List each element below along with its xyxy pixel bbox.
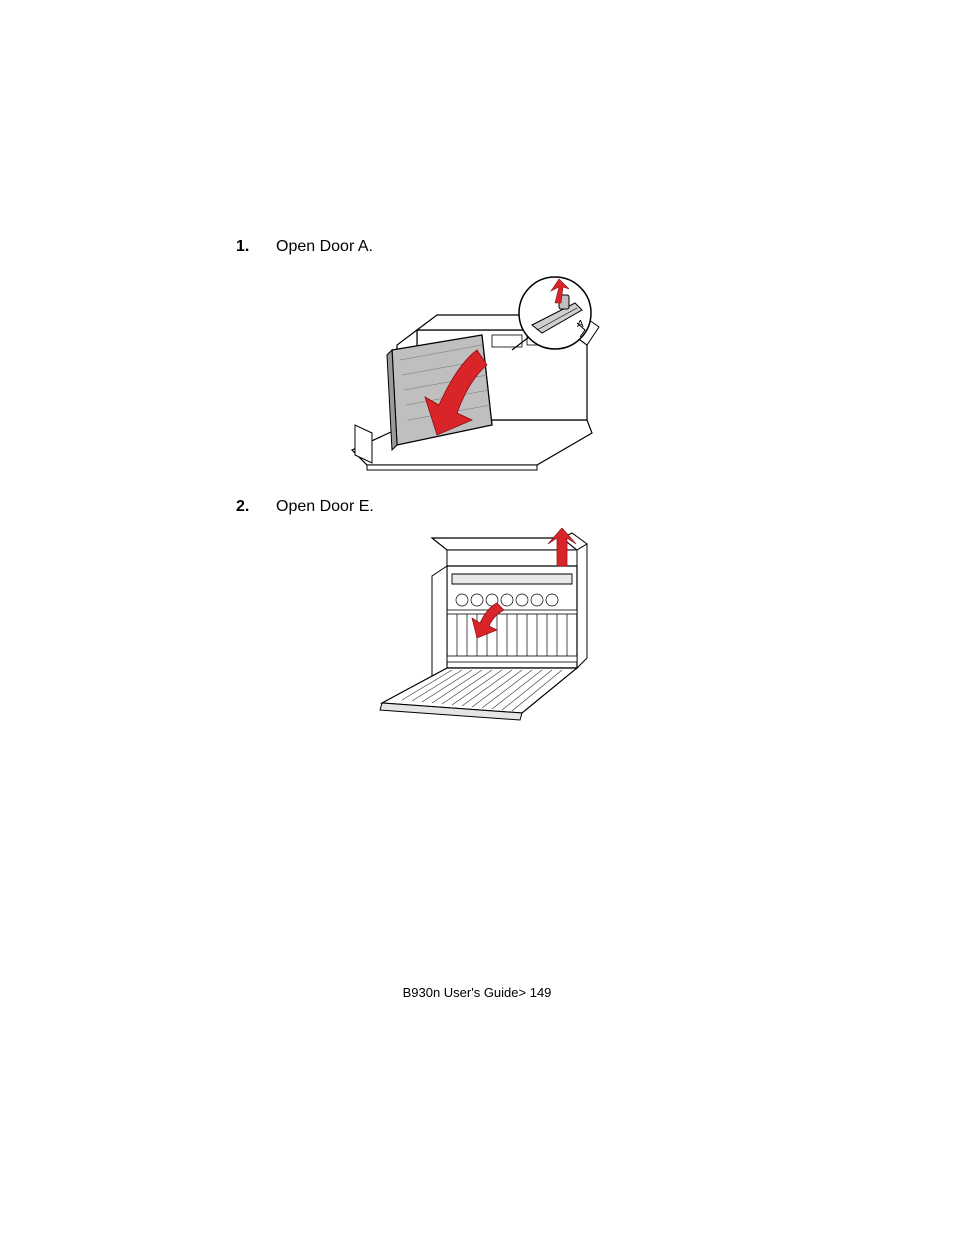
- step-1: 1. Open Door A.: [236, 238, 373, 256]
- figure-door-e: [362, 528, 592, 728]
- step-2-text: Open Door E.: [276, 498, 374, 516]
- step-1-number: 1.: [236, 238, 276, 256]
- step-1-text: Open Door A.: [276, 238, 373, 256]
- step-2: 2. Open Door E.: [236, 498, 374, 516]
- page-footer: B930n User's Guide> 149: [0, 985, 954, 1000]
- svg-text:A: A: [577, 319, 584, 330]
- figure-door-a-svg: A: [337, 275, 617, 475]
- step-2-number: 2.: [236, 498, 276, 516]
- figure-door-a: A: [337, 275, 617, 480]
- figure-door-e-svg: [362, 528, 592, 723]
